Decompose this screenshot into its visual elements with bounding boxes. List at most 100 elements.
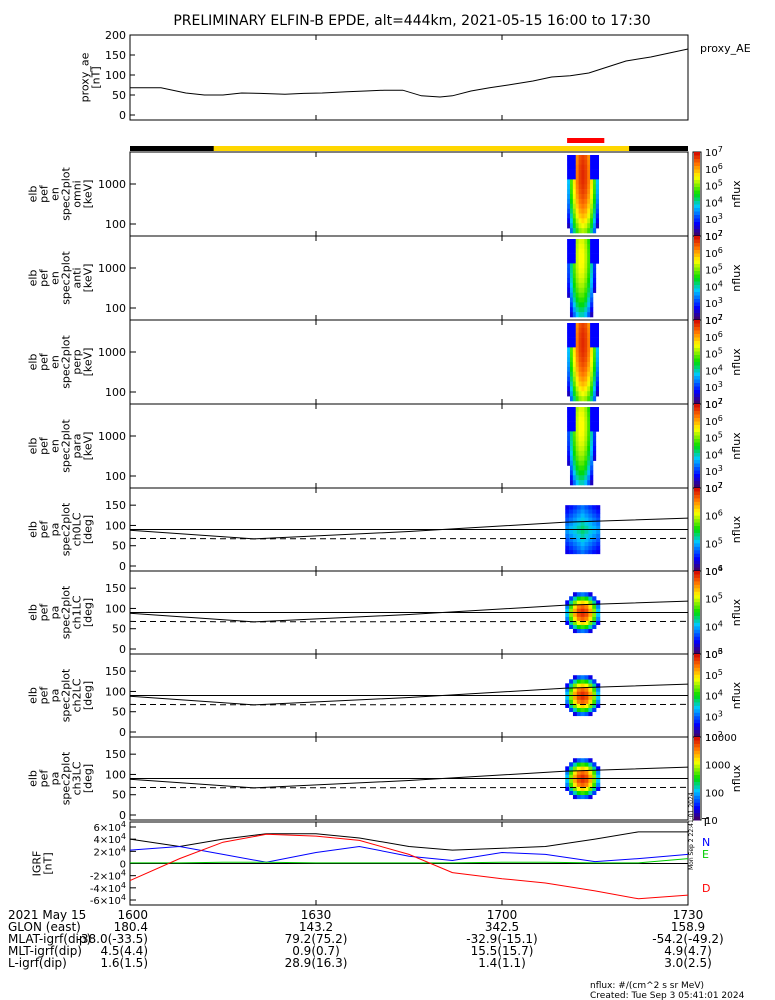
- colorbar-cell: [694, 654, 700, 658]
- spectrogram-cell: [569, 431, 574, 437]
- colorbar-cell: [694, 414, 700, 419]
- igrf-series-label: E: [702, 848, 709, 861]
- spectrogram-cell: [595, 386, 600, 392]
- pitch-angle-cell: [572, 711, 578, 717]
- spectrogram-cell: [569, 381, 574, 387]
- colorbar-cell: [694, 768, 700, 773]
- spectrogram-cell: [578, 455, 582, 461]
- spectrogram-cell: [592, 278, 597, 284]
- pitch-angle-cell: [580, 509, 585, 514]
- pitch-angle-cell: [572, 707, 578, 713]
- colorbar-tick-label: 104: [705, 363, 723, 377]
- spectrogram-cell: [578, 203, 582, 209]
- spectrogram-cell: [587, 470, 591, 476]
- pitch-angle-cell: [576, 679, 581, 684]
- pitch-angle-cell: [592, 766, 597, 771]
- pitch-angle-cell: [592, 517, 597, 522]
- spectrogram-cell: [569, 441, 574, 447]
- y-tick-label: -4×104: [90, 881, 126, 895]
- spectrogram-cell: [572, 475, 577, 481]
- pitch-angle-cell: [584, 612, 589, 617]
- pitch-angle-cell: [580, 541, 585, 547]
- y-tick-label: 100: [105, 386, 126, 399]
- spectrogram-cell: [567, 332, 571, 338]
- colorbar-cell: [694, 246, 700, 251]
- spectrogram-cell: [572, 381, 577, 387]
- spectrogram-cell: [567, 282, 571, 289]
- spectrogram-cell: [567, 460, 571, 466]
- spectrogram-cell: [572, 184, 577, 190]
- spectrogram-cell: [578, 391, 582, 397]
- pitch-angle-cell: [572, 529, 578, 534]
- spectrogram-cell: [578, 159, 582, 166]
- spectrogram-cell: [587, 218, 591, 224]
- spectrogram-cell: [592, 386, 597, 392]
- colorbar-cell: [694, 813, 700, 818]
- colorbar-cell: [694, 788, 700, 793]
- spectrogram-cell: [595, 391, 600, 397]
- spectrogram-cell: [578, 155, 582, 161]
- ylabel-line: elb: [27, 438, 40, 455]
- pitch-angle-cell: [572, 774, 578, 779]
- colorbar-cell: [694, 474, 700, 478]
- spectrogram-cell: [567, 273, 571, 279]
- spectrogram-cell: [572, 239, 577, 245]
- pitch-angle-cell: [580, 545, 585, 551]
- pitch-angle-cell: [592, 513, 597, 518]
- colorbar-cell: [694, 180, 700, 184]
- spectrogram-cell: [567, 455, 571, 461]
- colorbar-cell: [694, 494, 700, 499]
- ephemeris-value: 1730: [673, 908, 704, 922]
- pitch-angle-cell: [565, 545, 570, 551]
- spectrogram-cell: [584, 357, 588, 363]
- spectrogram-cell: [587, 239, 591, 245]
- colorbar-label-group: nflux: [730, 432, 743, 460]
- spectrogram-cell: [581, 470, 585, 476]
- spectrogram-cell: [590, 386, 594, 392]
- spectrogram-cell: [592, 208, 597, 214]
- spectrogram-cell: [590, 159, 594, 166]
- colorbar-cell: [694, 400, 700, 405]
- pitch-angle-cell: [588, 691, 593, 696]
- colorbar-cell: [694, 316, 700, 321]
- spectrogram-cell: [575, 416, 579, 422]
- colorbar-cell: [694, 425, 700, 429]
- spectrogram-cell: [575, 164, 579, 170]
- pitch-angle-cell: [588, 541, 593, 547]
- spectrogram-cell: [592, 416, 597, 422]
- spectrogram-cell: [584, 273, 588, 279]
- spectrogram-cell: [578, 470, 582, 476]
- ylabel-line: anti: [71, 267, 84, 288]
- colorbar-cell: [694, 785, 700, 790]
- ylabel-line: ch3LC: [71, 761, 84, 795]
- ylabel-line: omni: [71, 180, 84, 207]
- spectrogram-cell: [572, 332, 577, 338]
- pitch-angle-cell: [572, 509, 578, 514]
- spectrogram-cell: [584, 223, 588, 229]
- spectrogram-cell: [590, 407, 594, 413]
- ylabel-line: elb: [27, 186, 40, 203]
- spectrogram-cell: [592, 189, 597, 195]
- spectrogram-cell: [595, 203, 600, 209]
- pitch-angle-cell: [572, 782, 578, 787]
- spectrogram-cell: [578, 362, 582, 368]
- spectrogram-cell: [575, 248, 579, 254]
- spectrogram-cell: [590, 465, 594, 471]
- spectrogram-cell: [578, 189, 582, 195]
- pitch-angle-cell: [588, 703, 593, 708]
- pitch-angle-cell: [572, 679, 578, 684]
- spectrogram-cell: [587, 337, 591, 343]
- ephemeris-value: 4.5(4.4): [100, 944, 148, 958]
- pitch-angle-cell: [584, 521, 589, 526]
- spectrogram-cell: [584, 302, 588, 308]
- spectrogram-cell: [592, 426, 597, 432]
- spectrogram-cell: [569, 327, 574, 334]
- colorbar-cell: [694, 505, 700, 510]
- colorbar-cell: [694, 501, 700, 506]
- spectrogram-cell: [569, 312, 574, 318]
- spectrogram-cell: [572, 155, 577, 161]
- pitch-angle-cell: [596, 525, 601, 530]
- colorbar-cell: [694, 709, 700, 714]
- spectrogram-cell: [567, 441, 571, 447]
